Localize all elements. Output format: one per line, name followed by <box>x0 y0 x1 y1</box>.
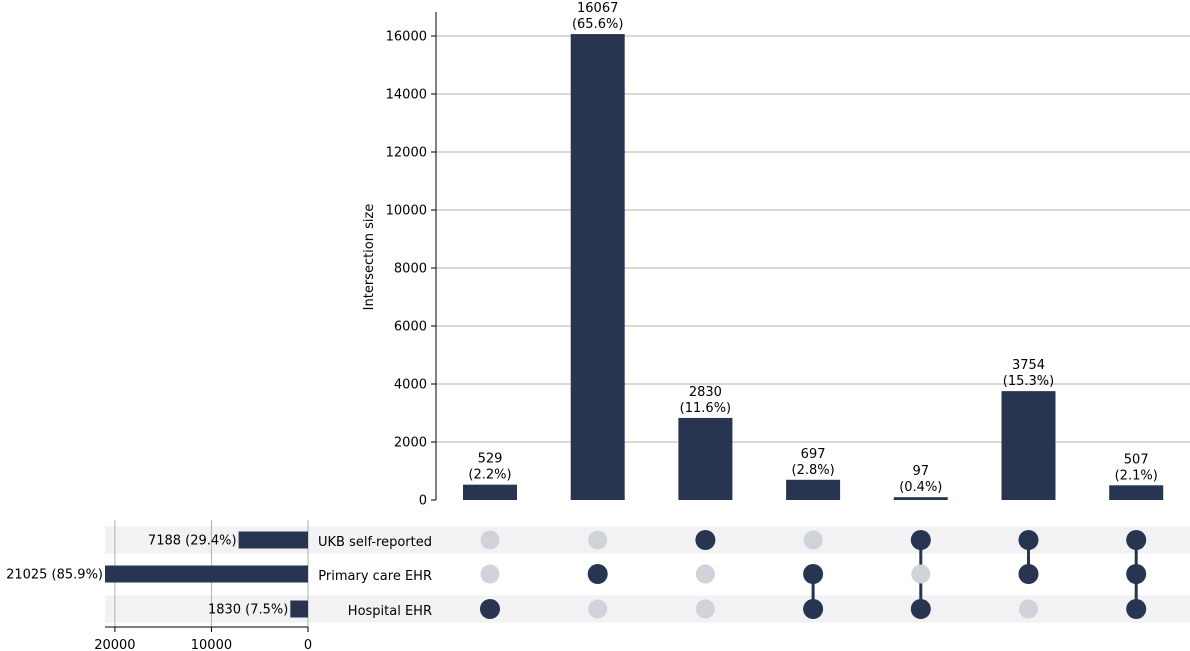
membership-matrix <box>480 530 1147 619</box>
bar-percent-label: (15.3%) <box>1003 374 1054 389</box>
intersection-bar <box>893 497 948 500</box>
bar-count-label: 697 <box>801 447 826 462</box>
set-name-label: Hospital EHR <box>348 604 432 619</box>
set-size-bar <box>290 600 308 618</box>
matrix-dot-inactive <box>480 530 500 550</box>
y-tick-label: 10000 <box>386 204 427 219</box>
y-tick-label: 14000 <box>386 88 427 103</box>
set-size-label: 7188 (29.4%) <box>148 534 237 549</box>
bar-count-label: 2830 <box>689 385 722 400</box>
set-size-bar <box>238 531 308 549</box>
matrix-dot-inactive <box>695 564 715 584</box>
chart-labels: 0 2000 4000 6000 8000 10000 12000 14000 16000 529… <box>6 1 1158 651</box>
set-size-label: 21025 (85.9%) <box>6 568 103 583</box>
intersection-bar <box>463 484 517 500</box>
matrix-dot-inactive <box>588 599 608 619</box>
intersection-gridlines <box>436 35 1190 443</box>
matrix-row-stripe <box>105 595 1190 623</box>
matrix-dot-active <box>695 530 716 550</box>
matrix-dot-active <box>1126 530 1147 550</box>
y-tick-label: 12000 <box>386 146 427 161</box>
matrix-dot-active <box>803 564 824 584</box>
y-tick-label: 8000 <box>394 262 427 277</box>
bar-percent-label: (0.4%) <box>899 480 942 495</box>
matrix-dot-inactive <box>911 564 931 584</box>
intersection-bars <box>463 34 1164 500</box>
matrix-dot-inactive <box>803 530 823 550</box>
bar-percent-label: (2.2%) <box>468 468 511 483</box>
set-size-tick-label: 20000 <box>94 638 135 651</box>
matrix-dot-active <box>910 530 931 550</box>
bar-count-label: 16067 <box>577 1 618 16</box>
bar-count-label: 507 <box>1124 452 1149 467</box>
matrix-dot-active <box>587 564 608 584</box>
matrix-dot-active <box>803 599 824 619</box>
bar-count-label: 529 <box>478 452 503 467</box>
matrix-dot-active <box>480 599 500 619</box>
bar-percent-label: (65.6%) <box>572 17 623 32</box>
set-size-label: 1830 (7.5%) <box>208 603 288 618</box>
y-tick-label: 16000 <box>386 30 427 45</box>
matrix-row-stripes <box>105 526 1190 623</box>
y-axis-label: Intersection size <box>362 204 377 311</box>
axes <box>105 12 437 632</box>
matrix-dot-active <box>1018 530 1039 550</box>
intersection-bar <box>1109 485 1164 500</box>
bar-percent-label: (11.6%) <box>680 401 731 416</box>
intersection-bar <box>570 34 625 500</box>
set-size-bars <box>105 531 308 618</box>
matrix-dot-active <box>1126 599 1147 619</box>
bar-count-label: 3754 <box>1012 358 1045 373</box>
bar-percent-label: (2.8%) <box>792 463 835 478</box>
set-size-tick-label: 0 <box>304 638 312 651</box>
bar-count-label: 97 <box>913 464 930 479</box>
intersection-bar <box>786 479 841 500</box>
matrix-dot-inactive <box>695 599 715 619</box>
bar-percent-label: (2.1%) <box>1115 468 1158 483</box>
matrix-dot-inactive <box>588 530 608 550</box>
set-name-label: UKB self-reported <box>318 535 432 550</box>
y-tick-label: 0 <box>419 494 427 509</box>
y-tick-label: 6000 <box>394 320 427 335</box>
matrix-dot-inactive <box>1019 599 1038 619</box>
set-name-label: Primary care EHR <box>318 569 432 584</box>
y-tick-label: 4000 <box>394 378 427 393</box>
y-tick-label: 2000 <box>394 436 427 451</box>
matrix-dot-active <box>1126 564 1147 584</box>
set-size-bar <box>105 565 308 583</box>
intersection-bar <box>678 417 733 500</box>
set-size-tick-label: 10000 <box>191 638 232 651</box>
matrix-dot-inactive <box>480 564 500 584</box>
matrix-dot-active <box>1018 564 1039 584</box>
intersection-bar <box>1001 391 1056 500</box>
matrix-dot-active <box>910 599 931 619</box>
